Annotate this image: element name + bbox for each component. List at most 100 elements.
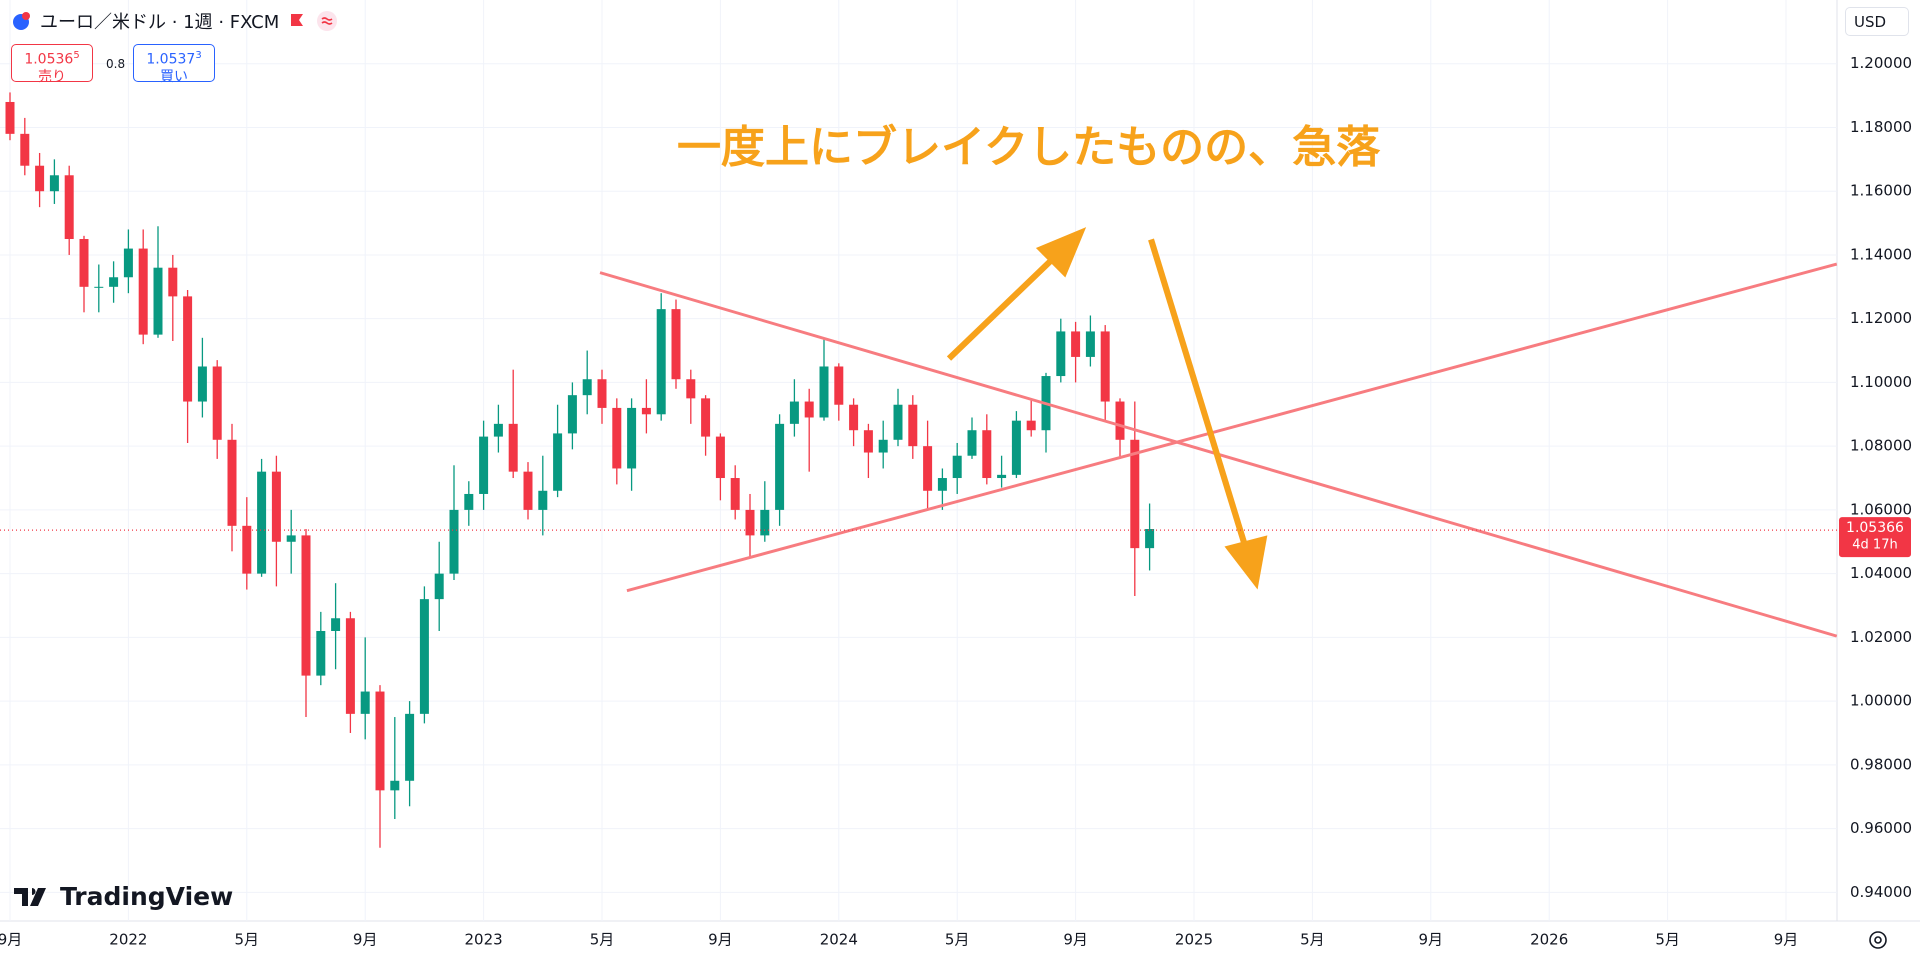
- candle-body: [908, 404, 918, 447]
- x-tick-label: 5月: [1300, 931, 1325, 949]
- ask: 1.0537: [146, 51, 196, 68]
- candle-body: [138, 248, 148, 335]
- y-tick-label: 1.14000: [1850, 245, 1912, 263]
- brand-logo: [14, 887, 46, 906]
- candle-body: [952, 455, 962, 479]
- sell-button[interactable]: 1.05365 売り: [11, 44, 93, 85]
- candle-body: [775, 423, 785, 510]
- candle-body: [79, 239, 89, 287]
- y-tick-label: 1.06000: [1850, 500, 1912, 518]
- gear-center[interactable]: [1874, 936, 1882, 944]
- buy-price[interactable]: 1.05373: [134, 47, 214, 69]
- symbol-header[interactable]: ユーロ／米ドル · 1週 · FXCM: [10, 8, 339, 34]
- candle-body: [701, 398, 711, 437]
- buy-button[interactable]: 1.05373 買い: [133, 44, 215, 85]
- candle-body: [20, 133, 30, 166]
- flag[interactable]: [291, 14, 304, 26]
- candle-body: [360, 691, 370, 714]
- candle-body: [331, 618, 341, 631]
- sell-label[interactable]: 売り: [38, 68, 66, 85]
- logo-shape: [14, 887, 46, 906]
- candle-body: [730, 478, 740, 510]
- y-tick-label: 1.12000: [1850, 309, 1912, 327]
- currency-select[interactable]: USD: [1845, 7, 1909, 36]
- candle-body: [405, 713, 415, 781]
- bid: 1.0536: [24, 51, 74, 68]
- x-tick-label: 9月: [353, 931, 378, 949]
- arrow-shaft: [946, 244, 1068, 361]
- candle-body: [153, 267, 163, 335]
- menu-waves[interactable]: [321, 17, 333, 25]
- candle-body: [878, 439, 888, 453]
- buy-label[interactable]: 買い: [160, 68, 188, 85]
- candle-body: [982, 430, 992, 479]
- candle-body: [64, 175, 74, 240]
- candle-body: [582, 379, 592, 396]
- candle-body: [641, 407, 651, 415]
- symbol-title[interactable]: ユーロ／米ドル · 1週 · FXCM: [40, 12, 280, 33]
- flag-icon[interactable]: [287, 11, 307, 31]
- candle-body: [1071, 331, 1081, 357]
- candle-body: [1115, 401, 1125, 440]
- arrow-head: [1224, 535, 1268, 590]
- candle-body: [419, 599, 429, 714]
- candle-body: [183, 296, 193, 402]
- candle-body: [567, 395, 577, 434]
- x-tick-label: 5月: [945, 931, 970, 949]
- price-tag: [1839, 517, 1911, 558]
- candle-body: [612, 407, 622, 469]
- x-tick-label: 2024: [820, 931, 858, 949]
- y-tick-label: 0.96000: [1850, 819, 1912, 837]
- candle-body: [849, 404, 859, 431]
- y-tick-label: 0.94000: [1850, 883, 1912, 901]
- x-tick-label: 9月: [708, 931, 733, 949]
- ask-pip: 3: [195, 50, 202, 61]
- x-tick-label: 2025: [1175, 931, 1213, 949]
- gear[interactable]: [1869, 931, 1887, 949]
- candle-body: [109, 277, 119, 287]
- arrow-head: [1035, 227, 1087, 278]
- candle-body: [1011, 420, 1021, 475]
- drawings: [599, 227, 1838, 638]
- y-tick-label: 1.00000: [1850, 692, 1912, 710]
- x-tick-label: 9月: [0, 931, 22, 949]
- menu-bg[interactable]: [317, 11, 338, 31]
- brand[interactable]: TradingView: [14, 882, 233, 911]
- candle-body: [5, 101, 15, 134]
- candle-body: [508, 423, 518, 472]
- x-tick-label: 2026: [1530, 931, 1568, 949]
- candle-body: [49, 175, 59, 192]
- x-tick-label: 5月: [590, 931, 615, 949]
- candle-body: [301, 535, 311, 676]
- candle-body: [893, 404, 903, 440]
- x-tick-label: 2022: [109, 931, 147, 949]
- candle-body: [553, 433, 563, 491]
- spread: 0.8: [106, 57, 126, 71]
- x-tick-label: 9月: [1419, 931, 1444, 949]
- x-tick-label: 5月: [1655, 931, 1680, 949]
- candle-body: [35, 165, 45, 192]
- candle-body: [1130, 439, 1140, 549]
- candle-body: [286, 535, 296, 542]
- candle-body: [479, 436, 489, 494]
- candle-body: [197, 366, 207, 402]
- candle-body: [227, 439, 237, 526]
- y-tick-label: 1.02000: [1850, 628, 1912, 646]
- sell-price[interactable]: 1.05365: [12, 47, 92, 69]
- countdown: 4d 17h: [1852, 538, 1897, 553]
- candle-body: [257, 471, 267, 574]
- menu-icon[interactable]: [315, 9, 339, 33]
- candle-body: [686, 379, 696, 399]
- candle-body: [1026, 420, 1036, 431]
- candle-body: [538, 490, 548, 510]
- currency[interactable]: USD: [1854, 13, 1887, 31]
- settings-icon[interactable]: [1869, 931, 1887, 949]
- candle-body: [937, 478, 947, 491]
- y-tick-label: 1.10000: [1850, 373, 1912, 391]
- candle-body: [656, 309, 666, 415]
- bid-pip: 5: [73, 50, 80, 61]
